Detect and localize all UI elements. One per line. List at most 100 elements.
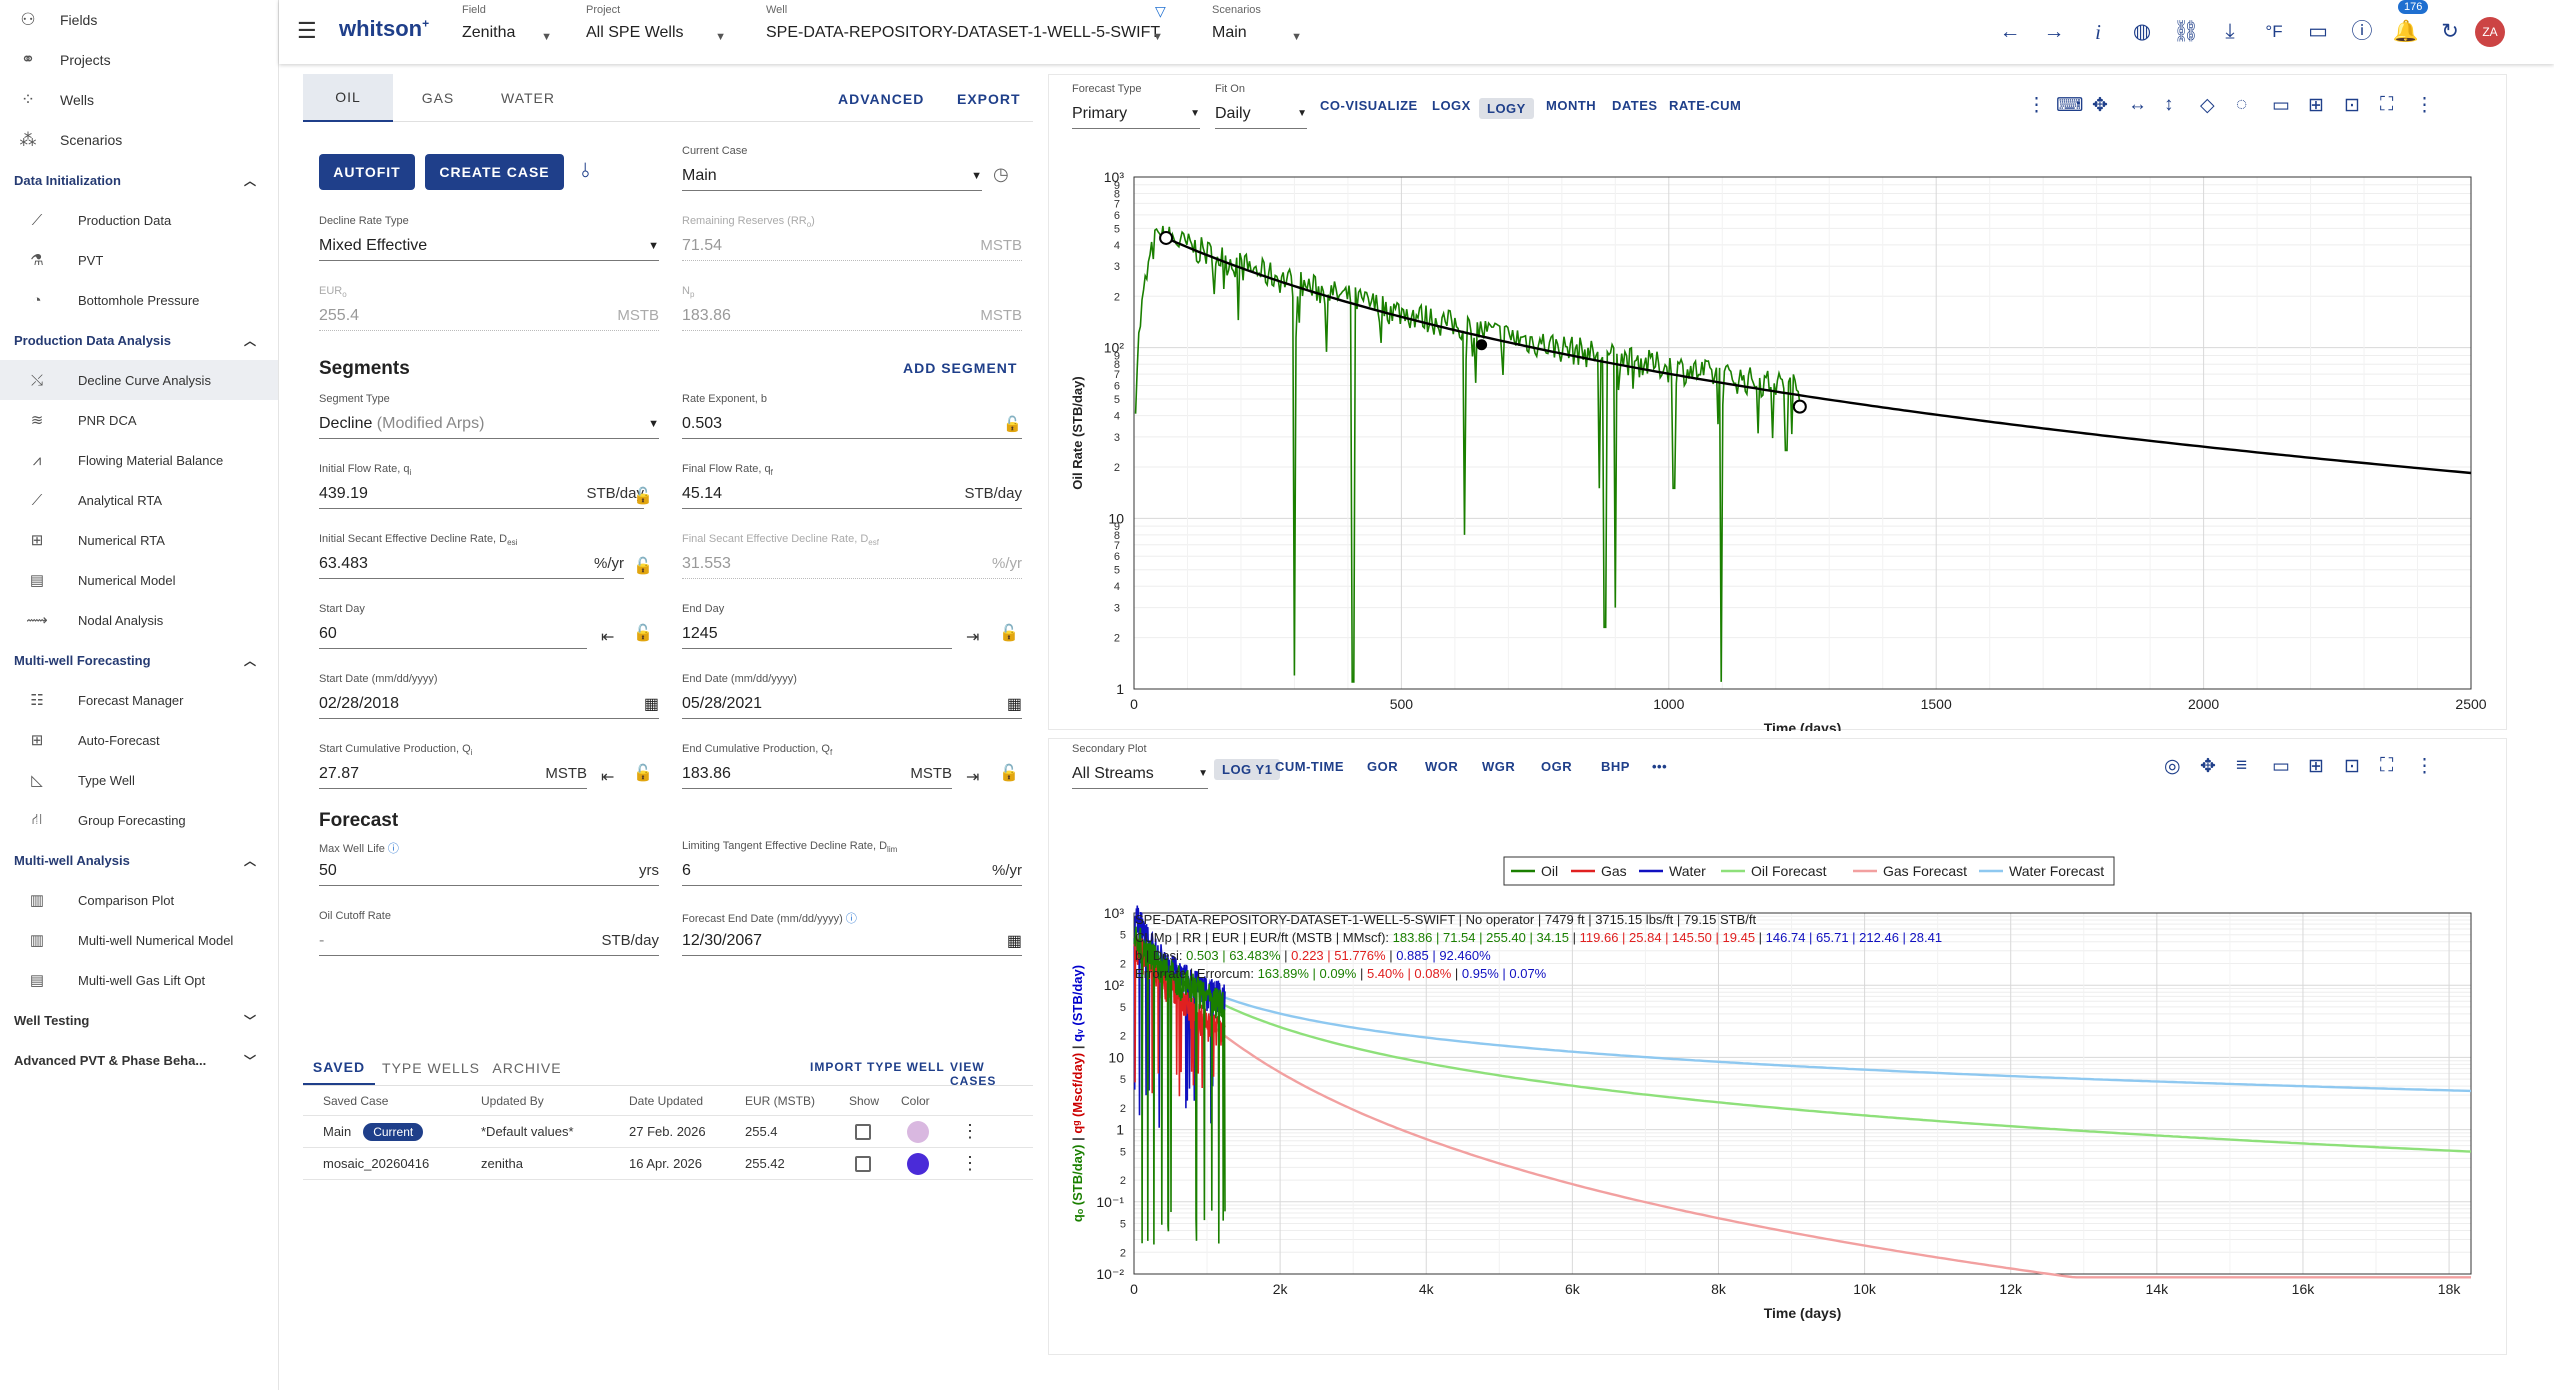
snap-to-start-icon[interactable]: ⇤ <box>601 629 615 646</box>
comment-icon[interactable]: ▭ <box>2272 756 2290 777</box>
sidebar-section-production-data-analysis[interactable]: Production Data Analysis ︿ <box>0 320 278 360</box>
project-select[interactable]: Project All SPE Wells ▼ <box>586 4 726 46</box>
legend-label[interactable]: Oil Forecast <box>1751 863 1827 879</box>
final-flow-rate-field[interactable]: Final Flow Rate, qf 45.14 STB/day <box>682 463 1022 515</box>
sidebar-item-type-well[interactable]: ◺ Type Well <box>0 760 278 800</box>
table-row[interactable]: Main Current *Default values* 27 Feb. 2026 2… <box>303 1116 1033 1148</box>
sidebar-item-decline-curve-analysis[interactable]: ⤯ Decline Curve Analysis <box>0 360 278 400</box>
limiting-tangent-decline-field[interactable]: Limiting Tangent Effective Decline Rate,… <box>682 840 1022 892</box>
more-vert-icon[interactable]: ⋮ <box>961 1153 979 1173</box>
plot-option-cum-time[interactable]: CUM-TIME <box>1275 759 1344 774</box>
calendar-icon[interactable]: ▦ <box>1006 932 1022 950</box>
sidebar-item-wells[interactable]: ⁘ Wells <box>0 80 278 120</box>
legend-label[interactable]: Gas Forecast <box>1883 863 1967 879</box>
plot-option-gor[interactable]: GOR <box>1367 759 1399 774</box>
calendar-icon[interactable]: ▦ <box>643 695 659 713</box>
help-icon[interactable]: ⓘ <box>2351 20 2373 43</box>
plot-option-wor[interactable]: WOR <box>1425 759 1459 774</box>
sidebar-item-comparison-plot[interactable]: ▥ Comparison Plot <box>0 880 278 920</box>
filter-icon[interactable]: ▽ <box>1155 3 1166 19</box>
units-icon[interactable]: °F <box>2265 22 2283 41</box>
sidebar-item-analytical-rta[interactable]: ⟋ Analytical RTA <box>0 480 278 520</box>
link-icon[interactable]: ⛓ <box>2172 20 2200 43</box>
sidebar-item-fields[interactable]: ⚇ Fields <box>0 0 278 40</box>
plot-option-more[interactable]: ••• <box>1652 759 1668 774</box>
show-checkbox[interactable] <box>855 1123 871 1140</box>
fit-on-select[interactable]: Fit On Daily ▼ <box>1215 83 1307 135</box>
legend-label[interactable]: Oil <box>1541 863 1558 879</box>
tab-saved[interactable]: SAVED <box>303 1050 375 1085</box>
segment-anchor-point[interactable] <box>1792 399 1807 414</box>
color-swatch[interactable] <box>907 1152 929 1175</box>
plot-option-rate-cum[interactable]: RATE-CUM <box>1669 98 1742 113</box>
app-logo[interactable]: whitson+ <box>339 16 430 41</box>
more-vert-icon[interactable]: ⋮ <box>961 1121 979 1141</box>
snap-to-start-icon[interactable]: ⇤ <box>601 769 615 786</box>
plot-option-month[interactable]: MONTH <box>1546 98 1597 113</box>
lasso-icon[interactable]: ◌ <box>2236 94 2248 115</box>
notifications-icon[interactable]: 🔔 <box>2392 20 2420 43</box>
unlock-icon[interactable]: 🔓 <box>633 765 653 782</box>
autofit-button[interactable]: AUTOFIT <box>319 154 415 190</box>
sidebar-item-pnr-dca[interactable]: ≋ PNR DCA <box>0 400 278 440</box>
sidebar-item-production-data[interactable]: ⟋ Production Data <box>0 200 278 240</box>
pan-icon[interactable]: ✥ <box>2092 95 2108 116</box>
show-checkbox[interactable] <box>855 1155 871 1172</box>
sidebar-item-group-forecasting[interactable]: ⛙ Group Forecasting <box>0 800 278 840</box>
color-swatch[interactable] <box>907 1120 929 1143</box>
tab-oil[interactable]: OIL <box>303 73 393 122</box>
sidebar-item-flowing-material-balance[interactable]: ⩘ Flowing Material Balance <box>0 440 278 480</box>
plot-option-log-y1[interactable]: LOG Y1 <box>1214 759 1281 780</box>
unlock-icon[interactable]: 🔓 <box>999 765 1019 782</box>
plot-option-bhp[interactable]: BHP <box>1601 759 1630 774</box>
start-date-field[interactable]: Start Date (mm/dd/yyyy) 02/28/2018 ▦ <box>319 673 659 725</box>
field-select[interactable]: Field Zenitha ▼ <box>462 4 552 46</box>
keyboard-icon[interactable]: ⌨ <box>2056 95 2084 116</box>
fullscreen-icon[interactable]: ⛶ <box>2380 94 2394 115</box>
refresh-icon[interactable]: ↻ <box>2441 20 2459 43</box>
fit-icon[interactable]: ⊡ <box>2344 95 2360 116</box>
sidebar-item-auto-forecast[interactable]: ⊞ Auto-Forecast <box>0 720 278 760</box>
sidebar-item-bottomhole-pressure[interactable]: ◔ Bottomhole Pressure <box>0 280 278 320</box>
segment-anchor-point[interactable] <box>1476 339 1488 351</box>
add-segment-button[interactable]: ADD SEGMENT <box>903 360 1018 376</box>
tab-water[interactable]: WATER <box>501 89 555 106</box>
info-icon[interactable]: i <box>2095 20 2101 44</box>
import-type-well-button[interactable]: IMPORT TYPE WELL <box>810 1060 945 1074</box>
fit-icon[interactable]: ⊡ <box>2344 756 2360 777</box>
history-icon[interactable]: ◷ <box>993 164 1009 184</box>
scenarios-select[interactable]: Scenarios Main ▼ <box>1212 4 1302 46</box>
export-button[interactable]: EXPORT <box>957 91 1021 107</box>
lines-icon[interactable]: ≡ <box>2236 755 2248 776</box>
sidebar-item-scenarios[interactable]: ⁂ Scenarios <box>0 120 278 160</box>
segment-type-select[interactable]: Segment Type Decline (Modified Arps) ▼ <box>319 393 659 445</box>
initial-secant-decline-field[interactable]: Initial Secant Effective Decline Rate, D… <box>319 533 624 585</box>
tab-gas[interactable]: GAS <box>421 89 455 106</box>
plot-option-wgr[interactable]: WGR <box>1482 759 1516 774</box>
info-icon[interactable]: ⓘ <box>845 913 857 925</box>
fullscreen-icon[interactable]: ⛶ <box>2380 755 2394 776</box>
table-icon[interactable]: ⊞ <box>2308 95 2324 116</box>
sidebar-item-forecast-manager[interactable]: ☷ Forecast Manager <box>0 680 278 720</box>
initial-flow-rate-field[interactable]: Initial Flow Rate, qi 439.19 STB/day <box>319 463 644 515</box>
more-vert-icon[interactable]: ⋮ <box>2415 756 2434 777</box>
forecast-end-date-field[interactable]: Forecast End Date (mm/dd/yyyy) ⓘ 12/30/2… <box>682 910 1022 962</box>
max-well-life-field[interactable]: Max Well Life ⓘ 50 yrs <box>319 840 659 892</box>
decline-rate-type-select[interactable]: Decline Rate Type Mixed Effective ▼ <box>319 215 659 267</box>
create-case-button[interactable]: CREATE CASE <box>425 154 564 190</box>
plot-option-dates[interactable]: DATES <box>1612 98 1658 113</box>
view-cases-button[interactable]: VIEW CASES <box>950 1060 997 1088</box>
legend-label[interactable]: Gas <box>1601 863 1627 879</box>
download-icon[interactable]: ⤓ <box>2225 20 2235 43</box>
plot-option-logy[interactable]: LOGY <box>1479 98 1534 119</box>
unlock-icon[interactable]: 🔓 <box>1003 415 1022 433</box>
plot-option-logx[interactable]: LOGX <box>1432 98 1471 113</box>
sidebar-item-nodal-analysis[interactable]: ⟿ Nodal Analysis <box>0 600 278 640</box>
unlock-icon[interactable]: 🔓 <box>633 488 653 505</box>
advanced-button[interactable]: ADVANCED <box>838 91 925 107</box>
shape-icon[interactable]: ◇ <box>2200 95 2215 116</box>
feedback-icon[interactable]: ▭ <box>2308 20 2328 43</box>
rate-exponent-field[interactable]: Rate Exponent, b 0.503 🔓 <box>682 393 1022 445</box>
end-day-field[interactable]: End Day 1245 <box>682 603 952 655</box>
